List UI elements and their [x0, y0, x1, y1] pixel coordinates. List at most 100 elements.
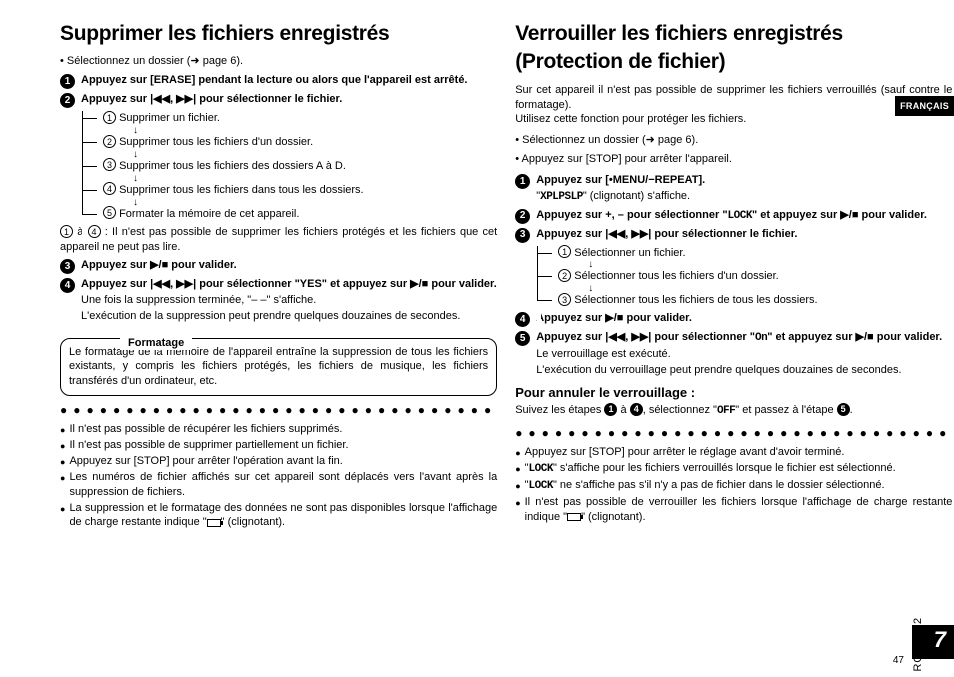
note-item: Il n'est pas possible de verrouiller les…	[515, 495, 952, 525]
tree-note-text: : Il n'est pas possible de supprimer les…	[60, 226, 497, 253]
tree-row: 3 Supprimer tous les fichiers des dossie…	[97, 159, 497, 174]
tree-row: 2 Sélectionner tous les fichiers d'un do…	[552, 269, 952, 284]
right-pre2: Appuyez sur [STOP] pour arrêter l'appare…	[515, 152, 952, 167]
page-number-small: 47	[893, 654, 904, 668]
unlock-heading: Pour annuler le verrouillage :	[515, 384, 952, 402]
right-step5-sub1: Le verrouillage est exécuté.	[536, 347, 952, 362]
step-badge-1: 1	[515, 174, 530, 189]
right-notes: Appuyez sur [STOP] pour arrêter le régla…	[515, 445, 952, 524]
left-step4-sub2: L'exécution de la suppression peut prend…	[81, 309, 497, 324]
note-item: "LOCK" s'affiche pour les fichiers verro…	[515, 461, 952, 477]
note-item: La suppression et le formatage des donné…	[60, 501, 497, 531]
right-step-1: 1 Appuyez sur [•MENU/−REPEAT]. "XPLPSLP"…	[515, 173, 952, 205]
separator-dots: ●●●●●●●●●●●●●●●●●●●●●●●●●●●●●●●●●	[515, 425, 952, 441]
right-intro2: Utilisez cette fonction pour protéger le…	[515, 112, 952, 127]
right-pre1: Sélectionnez un dossier (➜ page 6).	[515, 133, 952, 148]
right-step5-sub2: L'exécution du verrouillage peut prendre…	[536, 363, 952, 378]
note-text: Il n'est pas possible de supprimer parti…	[69, 438, 348, 453]
right-tree: 1 Sélectionner un fichier. ↓ 2 Sélection…	[537, 246, 952, 309]
step-badge-2: 2	[60, 93, 75, 108]
right-step-5: 5 Appuyez sur |◀◀, ▶▶| pour sélectionner…	[515, 330, 952, 378]
tree-text: Sélectionner tous les fichiers d'un doss…	[574, 270, 779, 282]
note-text: Appuyez sur [STOP] pour arrêter l'opérat…	[69, 454, 342, 469]
step-badge-2: 2	[515, 209, 530, 224]
step-badge-3: 3	[60, 259, 75, 274]
right-step3-text: Appuyez sur |◀◀, ▶▶| pour sélectionner l…	[536, 227, 952, 243]
step-badge-4: 4	[515, 312, 530, 327]
left-step-2: 2 Appuyez sur |◀◀, ▶▶| pour sélectionner…	[60, 92, 497, 108]
right-step5-text: Appuyez sur |◀◀, ▶▶| pour sélectionner "…	[536, 330, 952, 346]
note-item: Appuyez sur [STOP] pour arrêter l'opérat…	[60, 454, 497, 469]
badge-1-inline: 1	[604, 403, 617, 416]
tree-text: Supprimer tous les fichiers des dossiers…	[119, 160, 346, 172]
note-item: "LOCK" ne s'affiche pas s'il n'y a pas d…	[515, 478, 952, 494]
step-badge-3: 3	[515, 228, 530, 243]
note-text: "LOCK" s'affiche pour les fichiers verro…	[525, 461, 953, 477]
step-badge-4: 4	[60, 278, 75, 293]
left-title: Supprimer les fichiers enregistrés	[60, 20, 497, 48]
right-step-2: 2 Appuyez sur +, – pour sélectionner "LO…	[515, 208, 952, 224]
right-step1-sub: "XPLPSLP" (clignotant) s'affiche.	[536, 189, 952, 205]
left-intro: Sélectionnez un dossier (➜ page 6).	[60, 54, 497, 69]
unlock-a: Suivez les étapes	[515, 404, 604, 416]
note-item: Appuyez sur [STOP] pour arrêter le régla…	[515, 445, 952, 460]
left-step4-sub1: Une fois la suppression terminée, "– –" …	[81, 293, 497, 308]
unlock-c: , sélectionnez "OFF" et passez à l'étape	[643, 404, 837, 416]
left-step-1: 1 Appuyez sur [ERASE] pendant la lecture…	[60, 73, 497, 89]
tree-arrow-icon: ↓	[97, 198, 497, 207]
unlock-b: à	[617, 404, 629, 416]
tree-row: 5 Formater la mémoire de cet appareil.	[97, 207, 497, 222]
left-column: Supprimer les fichiers enregistrés Sélec…	[60, 20, 497, 531]
note-item: Il n'est pas possible de récupérer les f…	[60, 422, 497, 437]
tree-row: 2 Supprimer tous les fichiers d'un dossi…	[97, 135, 497, 150]
left-tree-note: 1 à 4 : Il n'est pas possible de supprim…	[60, 225, 497, 255]
note-text: Appuyez sur [STOP] pour arrêter le régla…	[525, 445, 845, 460]
unlock-d: .	[850, 404, 853, 416]
left-step-3: 3 Appuyez sur ▶/■ pour valider.	[60, 258, 497, 274]
format-title: Formatage	[120, 336, 192, 351]
tree-text: Supprimer tous les fichiers d'un dossier…	[119, 136, 313, 148]
tree-text: Sélectionner un fichier.	[574, 247, 685, 259]
right-step-4: 4 Appuyez sur ▶/■ pour valider.	[515, 311, 952, 327]
tree-row: 1 Sélectionner un fichier.	[552, 246, 952, 261]
left-step1-text: Appuyez sur [ERASE] pendant la lecture o…	[81, 73, 497, 89]
note-text: La suppression et le formatage des donné…	[69, 501, 497, 531]
right-step-3: 3 Appuyez sur |◀◀, ▶▶| pour sélectionner…	[515, 227, 952, 243]
left-step2-text: Appuyez sur |◀◀, ▶▶| pour sélectionner l…	[81, 92, 497, 108]
left-step4-text: Appuyez sur |◀◀, ▶▶| pour sélectionner "…	[81, 277, 497, 292]
note-text: Il n'est pas possible de récupérer les f…	[69, 422, 342, 437]
right-column: Verrouiller les fichiers enreg­istrés (P…	[515, 20, 952, 531]
tree-arrow-icon: ↓	[97, 174, 497, 183]
right-step2-text: Appuyez sur +, – pour sélectionner "LOCK…	[536, 208, 952, 224]
note-text: Les numéros de fichier affichés sur cet …	[69, 470, 497, 500]
tree-text: Sélectionner tous les fichiers de tous l…	[574, 294, 817, 306]
left-tree: 1 Supprimer un fichier. ↓ 2 Supprimer to…	[82, 111, 497, 221]
note-text: Il n'est pas possible de verrouiller les…	[525, 495, 953, 525]
tree-row: 3 Sélectionner tous les fichiers de tous…	[552, 293, 952, 308]
note-text: "LOCK" ne s'affiche pas s'il n'y a pas d…	[525, 478, 953, 494]
tree-text: Supprimer tous les fichiers dans tous le…	[119, 184, 364, 196]
language-tab: FRANÇAIS	[895, 96, 954, 116]
tree-text: Supprimer un fichier.	[119, 112, 220, 124]
badge-5-inline: 5	[837, 403, 850, 416]
step-badge-5: 5	[515, 331, 530, 346]
battery-icon	[207, 519, 221, 527]
tree-arrow-icon: ↓	[97, 126, 497, 135]
left-step-4: 4 Appuyez sur |◀◀, ▶▶| pour sélectionner…	[60, 277, 497, 324]
separator-dots: ●●●●●●●●●●●●●●●●●●●●●●●●●●●●●●●●●	[60, 402, 497, 418]
note-item: Les numéros de fichier affichés sur cet …	[60, 470, 497, 500]
note-item: Il n'est pas possible de supprimer parti…	[60, 438, 497, 453]
tree-text: Formater la mémoire de cet appareil.	[119, 208, 299, 220]
battery-icon	[567, 513, 581, 521]
page-number: 7	[934, 625, 946, 655]
tree-row: 1 Supprimer un fichier.	[97, 111, 497, 126]
right-step1-text: Appuyez sur [•MENU/−REPEAT].	[536, 173, 952, 188]
tree-arrow-icon: ↓	[97, 150, 497, 159]
unlock-body: Suivez les étapes 1 à 4, sélectionnez "O…	[515, 403, 952, 419]
step-badge-1: 1	[60, 74, 75, 89]
right-step4-text: Appuyez sur ▶/■ pour valider.	[536, 311, 952, 327]
page-columns: Supprimer les fichiers enregistrés Sélec…	[60, 20, 904, 531]
tree-arrow-icon: ↓	[552, 284, 952, 293]
right-intro1: Sur cet appareil il n'est pas possible d…	[515, 83, 952, 113]
left-step3-text: Appuyez sur ▶/■ pour valider.	[81, 258, 497, 274]
